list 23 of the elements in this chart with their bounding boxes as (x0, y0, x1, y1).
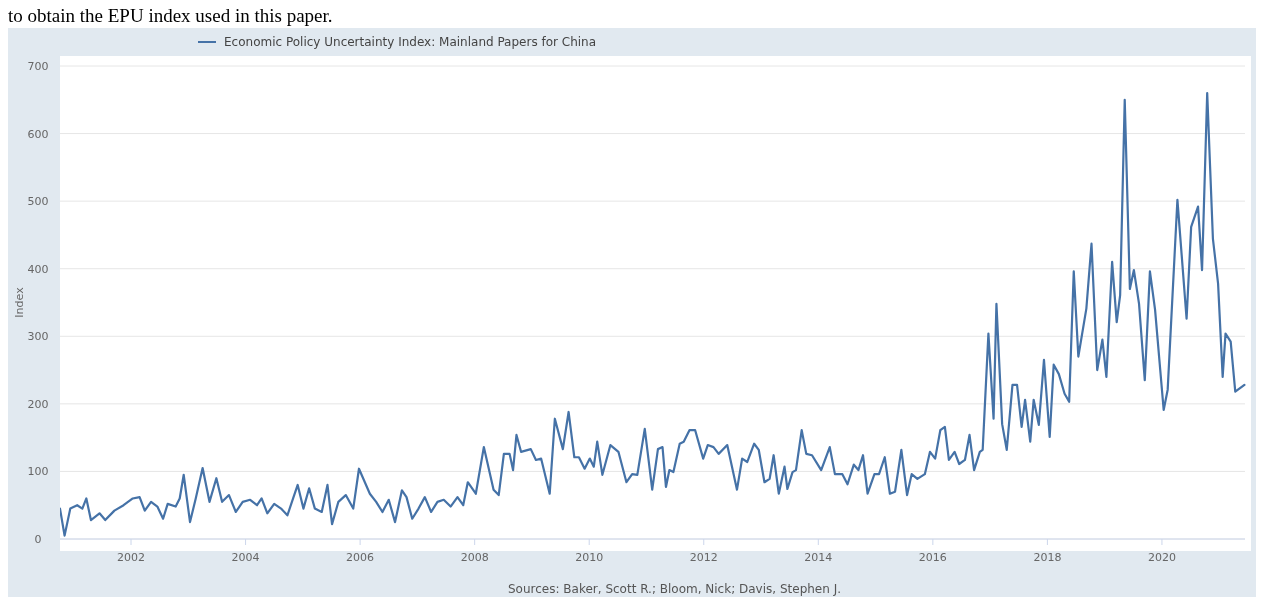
y-tick-label: 200 (27, 397, 49, 411)
y-tick-label: 700 (27, 60, 49, 73)
y-tick-label: 400 (27, 262, 49, 276)
y-tick-label: 600 (27, 127, 49, 141)
y-tick-label: 500 (27, 195, 49, 209)
x-tick-label: 2010 (575, 551, 604, 564)
legend-label: Economic Policy Uncertainty Index: Mainland Papers for China (224, 35, 597, 49)
line-series (60, 91, 1246, 537)
x-tick-label: 2020 (1147, 551, 1176, 564)
x-tick-label: 2016 (918, 551, 947, 564)
source-note: Sources: Baker, Scott R.; Bloom, Nick; Davis, Stephen J. (508, 582, 842, 596)
x-tick-label: 2006 (346, 551, 375, 564)
text: to obtain the EPU index used in this paper. (8, 5, 333, 26)
x-tick-label: 2012 (689, 551, 718, 564)
x-tick-label: 2004 (231, 551, 260, 564)
y-tick-label: 100 (27, 465, 49, 479)
y-tick-label: 300 (27, 330, 49, 344)
y-tick-label: 0 (34, 533, 42, 546)
x-tick-label: 2002 (117, 551, 146, 564)
x-tick-label: 2018 (1033, 551, 1062, 564)
x-tick-label: 2014 (804, 551, 833, 564)
y-axis-title: Index (13, 286, 26, 318)
x-tick-label: 2008 (460, 551, 489, 564)
